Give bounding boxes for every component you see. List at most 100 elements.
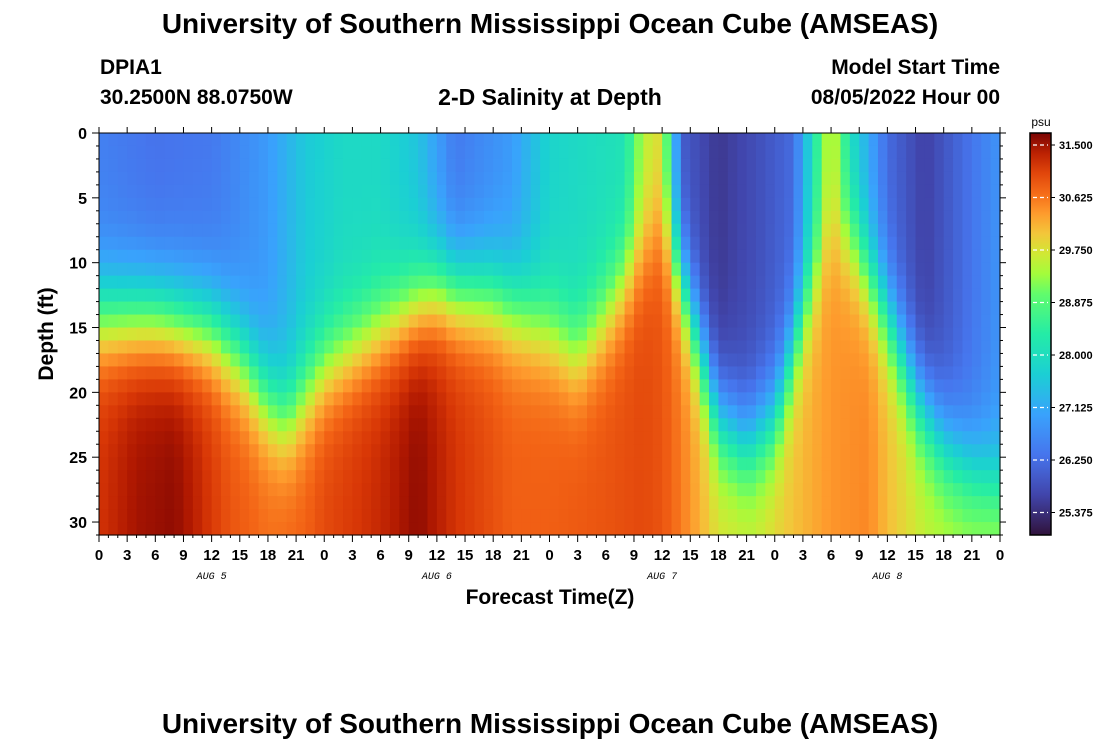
- heatmap-cell: [183, 314, 194, 329]
- heatmap-cell: [436, 418, 447, 432]
- heatmap-cell: [436, 379, 447, 393]
- heatmap-cell: [652, 133, 663, 147]
- heatmap-cell: [990, 249, 1001, 264]
- heatmap-cell: [136, 249, 147, 264]
- heatmap-cell: [540, 158, 551, 173]
- heatmap-cell: [230, 262, 241, 277]
- heatmap-cell: [258, 158, 269, 173]
- heatmap-cell: [540, 457, 551, 471]
- heatmap-cell: [934, 457, 945, 471]
- heatmap-cell: [962, 314, 973, 329]
- heatmap-cell: [577, 366, 588, 380]
- heatmap-cell: [737, 262, 748, 277]
- heatmap-cell: [211, 133, 222, 147]
- heatmap-cell: [305, 470, 316, 484]
- heatmap-cell: [671, 249, 682, 264]
- heatmap-cell: [727, 145, 738, 160]
- heatmap-cell: [530, 197, 541, 212]
- heatmap-cell: [493, 327, 504, 342]
- heatmap-cell: [924, 457, 935, 471]
- heatmap-cell: [615, 171, 626, 186]
- heatmap-cell: [887, 210, 898, 225]
- heatmap-cell: [662, 249, 673, 264]
- heatmap-cell: [371, 249, 382, 264]
- heatmap-cell: [981, 210, 992, 225]
- heatmap-cell: [230, 470, 241, 484]
- heatmap-cell: [108, 509, 119, 523]
- heatmap-cell: [690, 509, 701, 523]
- heatmap-cell: [652, 483, 663, 497]
- heatmap-cell: [840, 145, 851, 160]
- heatmap-cell: [849, 353, 860, 368]
- x-tick-label: 3: [348, 547, 356, 564]
- heatmap-cell: [540, 483, 551, 497]
- heatmap-cell: [709, 301, 720, 316]
- heatmap-cell: [671, 418, 682, 432]
- heatmap-cell: [802, 145, 813, 160]
- heatmap-cell: [727, 522, 738, 536]
- heatmap-cell: [662, 288, 673, 303]
- heatmap-cell: [230, 431, 241, 445]
- heatmap-cell: [521, 249, 532, 264]
- heatmap-cell: [624, 418, 635, 432]
- heatmap-cell: [915, 327, 926, 342]
- heatmap-cell: [455, 223, 466, 238]
- heatmap-cell: [436, 340, 447, 355]
- heatmap-cell: [117, 197, 128, 212]
- heatmap-cell: [924, 145, 935, 160]
- heatmap-cell: [568, 236, 579, 251]
- heatmap-cell: [896, 444, 907, 458]
- heatmap-cell: [352, 301, 363, 316]
- heatmap-cell: [812, 496, 823, 510]
- heatmap-cell: [662, 379, 673, 393]
- heatmap-cell: [314, 418, 325, 432]
- heatmap-cell: [615, 275, 626, 290]
- heatmap-cell: [624, 405, 635, 419]
- heatmap-cell: [887, 314, 898, 329]
- heatmap-cell: [624, 275, 635, 290]
- heatmap-cell: [286, 418, 297, 432]
- heatmap-cell: [868, 444, 879, 458]
- heatmap-cell: [127, 379, 138, 393]
- heatmap-cell: [211, 522, 222, 536]
- heatmap-cell: [446, 340, 457, 355]
- heatmap-cell: [418, 158, 429, 173]
- heatmap-cell: [314, 379, 325, 393]
- heatmap-cell: [427, 444, 438, 458]
- heatmap-cell: [934, 210, 945, 225]
- heatmap-cell: [605, 288, 616, 303]
- heatmap-cell: [962, 405, 973, 419]
- heatmap-cell: [643, 353, 654, 368]
- heatmap-cell: [483, 210, 494, 225]
- heatmap-cell: [793, 470, 804, 484]
- heatmap-cell: [662, 171, 673, 186]
- heatmap-cell: [127, 522, 138, 536]
- heatmap-cell: [202, 236, 213, 251]
- heatmap-cell: [934, 158, 945, 173]
- heatmap-cell: [859, 340, 870, 355]
- heatmap-cell: [755, 236, 766, 251]
- heatmap-cell: [587, 366, 598, 380]
- heatmap-cell: [934, 327, 945, 342]
- heatmap-cell: [962, 184, 973, 199]
- heatmap-cell: [127, 509, 138, 523]
- heatmap-cell: [549, 327, 560, 342]
- heatmap-cell: [765, 275, 776, 290]
- heatmap-cell: [493, 275, 504, 290]
- heatmap-cell: [774, 314, 785, 329]
- heatmap-cell: [840, 275, 851, 290]
- heatmap-cell: [699, 223, 710, 238]
- heatmap-cell: [605, 314, 616, 329]
- heatmap-cell: [587, 509, 598, 523]
- heatmap-cell: [840, 262, 851, 277]
- heatmap-cell: [877, 184, 888, 199]
- heatmap-cell: [652, 392, 663, 406]
- heatmap-cell: [971, 197, 982, 212]
- heatmap-cell: [155, 327, 166, 342]
- heatmap-cell: [746, 431, 757, 445]
- heatmap-cell: [408, 470, 419, 484]
- heatmap-cell: [812, 392, 823, 406]
- heatmap-cell: [521, 405, 532, 419]
- heatmap-cell: [305, 366, 316, 380]
- heatmap-cell: [652, 288, 663, 303]
